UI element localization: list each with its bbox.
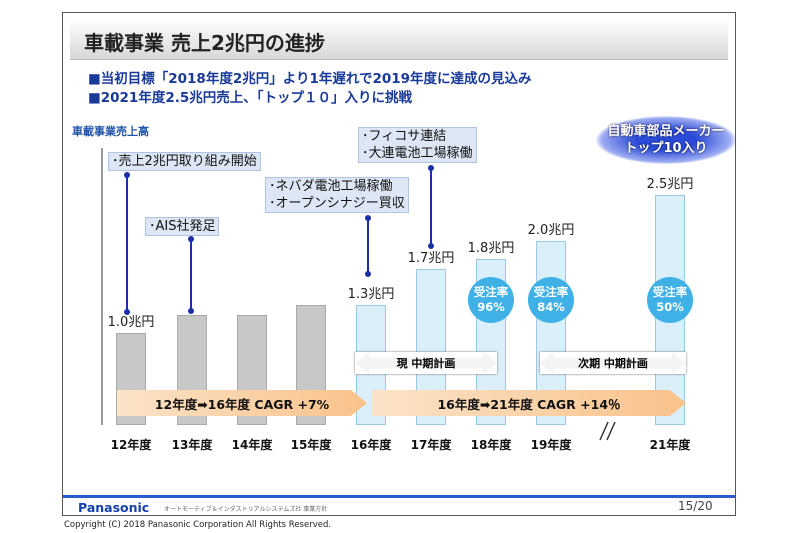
cagr-arrow-1: 12年度➡16年度 CAGR +7% <box>117 390 367 416</box>
copyright: Copyright (C) 2018 Panasonic Corporation… <box>64 520 332 530</box>
callout-text: ･オープンシナジー買収 <box>269 196 405 211</box>
category-label: 19年度 <box>530 438 572 452</box>
y-axis-label: 車載事業売上高 <box>72 125 149 138</box>
badge-line: トップ10入り <box>624 141 708 156</box>
data-label: 1.7兆円 <box>407 250 455 266</box>
current-plan-arrow: 現 中期計画 <box>355 352 497 374</box>
pin-line <box>428 165 434 249</box>
callout-3: ･ネバダ電池工場稼働 ･オープンシナジー買収 <box>265 177 409 213</box>
cagr-arrow-2: 16年度➡21年度 CAGR +14％ <box>372 390 686 416</box>
page-number: 15/20 <box>678 499 713 513</box>
data-label: 1.8兆円 <box>467 241 515 257</box>
pin-line <box>124 172 130 315</box>
callout-4: ･フィコサ連結 ･大連電池工場稼働 <box>358 127 477 163</box>
category-label: 15年度 <box>290 438 332 452</box>
category-label: 17年度 <box>410 438 452 452</box>
badge-line: 自動車部品メーカー <box>607 124 725 139</box>
callout-1: ･売上2兆円取り組み開始 <box>108 152 261 171</box>
order-rate-18: 受注率 96% <box>468 277 514 323</box>
data-label: 2.0兆円 <box>527 223 575 238</box>
order-rate-label: 受注率 <box>533 285 569 299</box>
next-plan-label: 次期 中期計画 <box>578 357 648 370</box>
y-axis-line <box>101 148 103 425</box>
top10-badge: 自動車部品メーカー トップ10入り <box>596 116 736 164</box>
title-bar <box>70 20 728 60</box>
axis-break-mark <box>599 421 616 441</box>
cagr-label: 16年度➡21年度 CAGR +14％ <box>437 396 621 412</box>
slide <box>62 12 736 516</box>
footer-line <box>63 495 735 498</box>
callout-text: ･AIS社発足 <box>149 219 216 234</box>
callout-2: ･AIS社発足 <box>145 217 220 236</box>
data-label: 2.5兆円 <box>646 177 694 192</box>
category-label: 12年度 <box>110 438 152 452</box>
callout-text: ･フィコサ連結 <box>362 129 447 144</box>
category-label: 16年度 <box>350 438 392 452</box>
category-label: 21年度 <box>649 438 691 452</box>
order-rate-label: 受注率 <box>473 285 509 299</box>
footer-subtitle: オートモーティブ＆インダストリアルシステムズ社 事業方針 <box>164 506 328 513</box>
order-rate-value: 84% <box>537 300 565 314</box>
panasonic-logo: Panasonic <box>78 500 150 515</box>
callout-text: ･売上2兆円取り組み開始 <box>112 154 257 169</box>
callout-text: ･ネバダ電池工場稼働 <box>269 179 393 194</box>
bullet-2: ■2021年度2.5兆円売上、「トップ１０」入りに挑戦 <box>88 90 412 106</box>
order-rate-value: 96% <box>477 300 505 314</box>
callout-text: ･大連電池工場稼働 <box>362 146 473 161</box>
category-label: 14年度 <box>231 438 273 452</box>
category-label: 18年度 <box>470 438 512 452</box>
order-rate-label: 受注率 <box>652 285 688 299</box>
category-label: 13年度 <box>171 438 213 452</box>
pin-line <box>188 236 194 314</box>
cagr-label: 12年度➡16年度 CAGR +7% <box>154 396 330 412</box>
next-plan-arrow: 次期 中期計画 <box>540 352 686 374</box>
order-rate-21: 受注率 50% <box>647 277 693 323</box>
page-title: 車載事業 売上2兆円の進捗 <box>84 31 325 55</box>
data-label: 1.3兆円 <box>347 287 395 303</box>
pin-line <box>365 215 371 277</box>
order-rate-value: 50% <box>656 300 684 314</box>
data-label: 1.0兆円 <box>107 315 155 330</box>
order-rate-19: 受注率 84% <box>528 277 574 323</box>
bullet-1: ■当初目標「2018年度2兆円」より1年遅れで2019年度に達成の見込み <box>88 71 532 87</box>
current-plan-label: 現 中期計画 <box>396 357 456 370</box>
